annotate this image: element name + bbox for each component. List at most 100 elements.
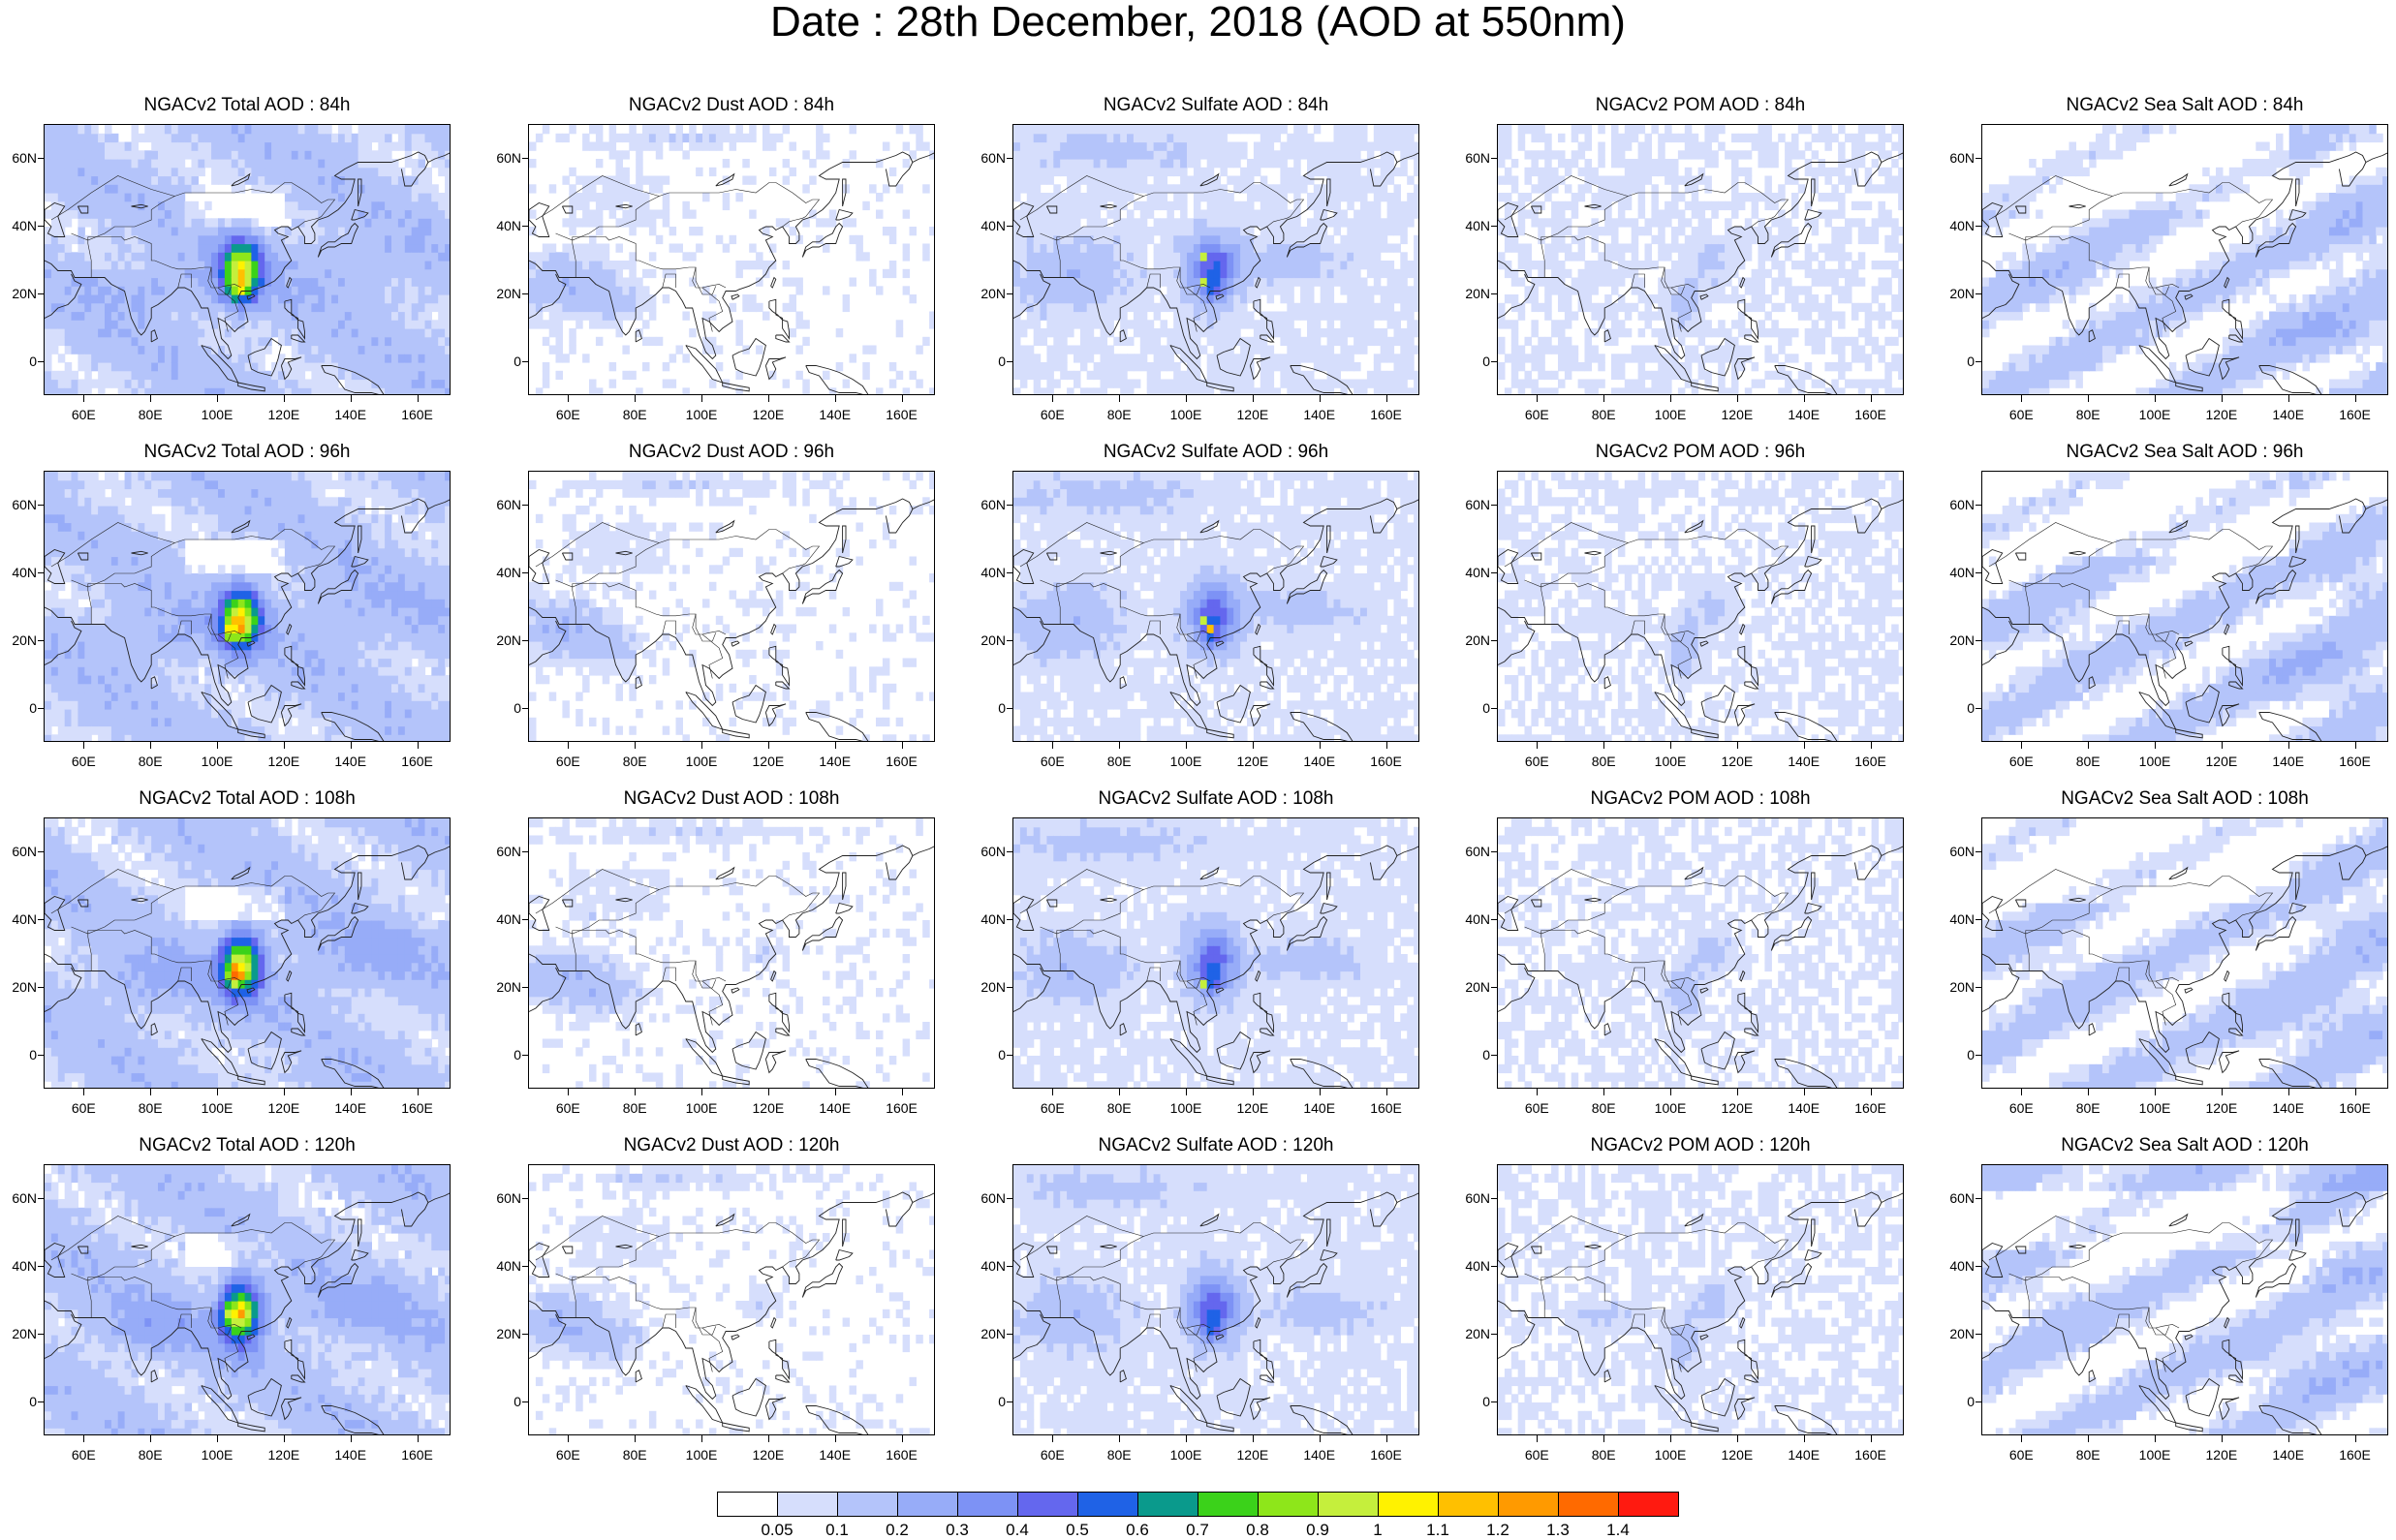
aod-cell: [1053, 227, 1061, 235]
aod-cell: [1140, 312, 1148, 321]
aod-cell: [1725, 227, 1732, 235]
aod-cell: [165, 269, 172, 278]
aod-cell: [132, 312, 140, 321]
aod-cell: [1551, 168, 1559, 176]
aod-cell: [1180, 278, 1188, 287]
aod-cell: [1632, 269, 1639, 278]
aod-cell: [165, 252, 172, 261]
aod-cell: [1704, 227, 1712, 235]
aod-cell: [1314, 278, 1322, 287]
aod-cell: [1080, 142, 1088, 151]
aod-cell: [1161, 159, 1168, 168]
aod-cell: [225, 159, 233, 168]
aod-cell: [1354, 261, 1361, 269]
aod-cell: [1173, 235, 1181, 244]
aod-cell: [1227, 150, 1234, 159]
aod-cell: [51, 320, 59, 328]
aod-cell: [1354, 387, 1361, 395]
aod-cell: [1194, 201, 1201, 210]
aod-cell: [132, 150, 140, 159]
aod-cell: [1013, 346, 1021, 354]
aod-cell: [1080, 159, 1088, 168]
aod-cell: [298, 142, 306, 151]
aod-cell: [331, 354, 339, 362]
aod-cell: [716, 235, 724, 244]
aod-cell: [318, 227, 326, 235]
aod-cell: [862, 201, 870, 210]
aod-cell: [769, 142, 777, 151]
aod-cell: [616, 150, 624, 159]
aod-cell: [1106, 312, 1114, 321]
aod-cell: [1591, 286, 1599, 294]
aod-cell: [144, 235, 152, 244]
aod-cell: [1531, 286, 1539, 294]
aod-cell: [1678, 134, 1686, 142]
aod-cell: [1394, 168, 1402, 176]
aod-cell: [385, 278, 392, 287]
aod-cell: [412, 159, 420, 168]
aod-cell: [1685, 134, 1693, 142]
aod-cell: [1585, 134, 1593, 142]
aod-cell: [1374, 286, 1382, 294]
aod-cell: [1254, 261, 1261, 269]
aod-cell: [1334, 380, 1342, 388]
aod-cell: [305, 261, 313, 269]
aod-cell: [656, 150, 664, 159]
aod-cell: [345, 159, 353, 168]
aod-cell: [185, 294, 193, 303]
aod-cell: [1518, 312, 1526, 321]
aod-cell: [385, 235, 392, 244]
aod-cell: [1685, 269, 1693, 278]
aod-cell: [331, 168, 339, 176]
aod-cell: [1407, 320, 1415, 328]
aod-cell: [1080, 294, 1088, 303]
aod-cell: [185, 346, 193, 354]
aod-cell: [198, 371, 205, 380]
aod-cell: [111, 261, 119, 269]
aod-cell: [218, 294, 226, 303]
aod-cell: [1034, 312, 1042, 321]
aod-cell: [51, 328, 59, 337]
aod-cell: [385, 362, 392, 371]
aod-cell: [1240, 261, 1248, 269]
aod-cell: [285, 125, 293, 134]
aod-cell: [72, 294, 79, 303]
aod-cell: [1651, 125, 1659, 134]
aod-cell: [1113, 354, 1121, 362]
aod-cell: [576, 176, 583, 185]
aod-cell: [331, 286, 339, 294]
aod-cell: [105, 362, 112, 371]
aod-cell: [1314, 346, 1322, 354]
aod-cell: [1387, 346, 1395, 354]
aod-cell: [1367, 184, 1375, 193]
aod-cell: [158, 159, 166, 168]
aod-cell: [1704, 261, 1712, 269]
aod-cell: [903, 252, 911, 261]
aod-cell: [790, 142, 797, 151]
aod-cell: [338, 142, 346, 151]
aod-cell: [543, 278, 550, 287]
aod-cell: [1394, 227, 1402, 235]
aod-cell: [1233, 269, 1241, 278]
aod-cell: [1354, 269, 1361, 278]
aod-cell: [98, 159, 106, 168]
aod-cell: [1287, 312, 1294, 321]
aod-cell: [144, 337, 152, 346]
aod-cell: [1625, 176, 1633, 185]
aod-cell: [1611, 320, 1619, 328]
aod-cell: [1658, 159, 1665, 168]
aod-cell: [198, 168, 205, 176]
aod-cell: [271, 125, 279, 134]
aod-cell: [1381, 159, 1388, 168]
aod-cell: [1013, 244, 1021, 253]
aod-cell: [178, 312, 186, 321]
aod-cell: [1651, 218, 1659, 227]
aod-cell: [1374, 244, 1382, 253]
aod-cell: [378, 168, 386, 176]
aod-cell: [1293, 125, 1301, 134]
aod-cell: [1027, 320, 1035, 328]
aod-cell: [65, 142, 73, 151]
aod-cell: [1671, 176, 1679, 185]
lat-tick-label: 40N: [0, 218, 37, 233]
aod-cell: [1180, 210, 1188, 219]
